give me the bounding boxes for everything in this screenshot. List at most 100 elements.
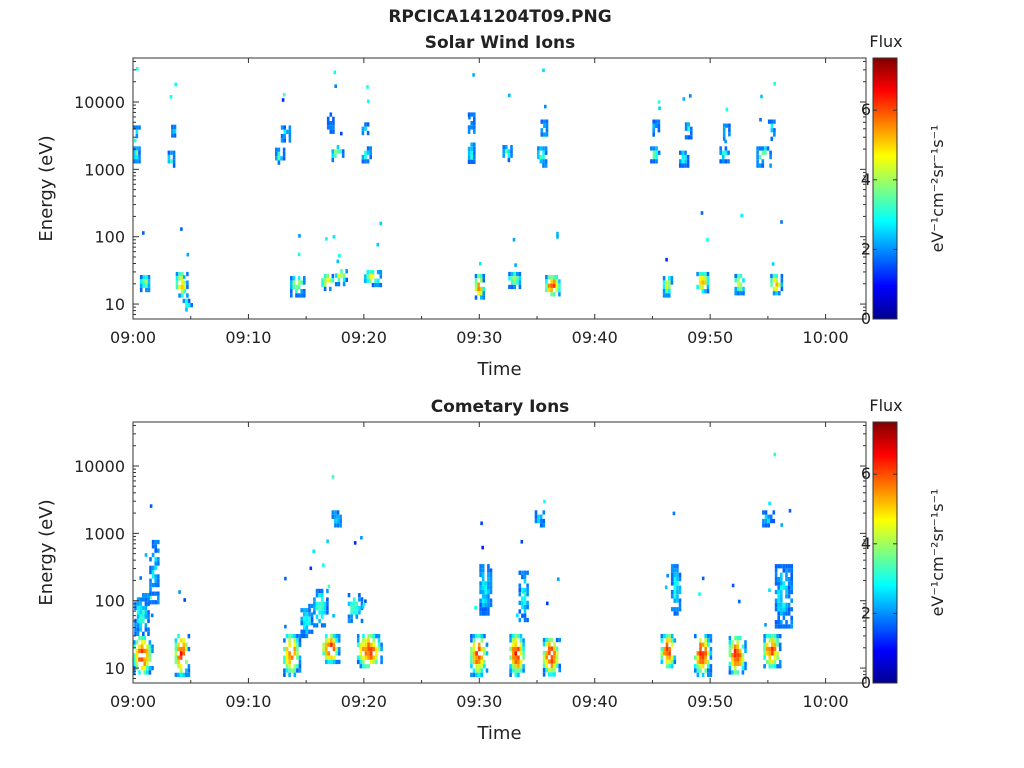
flux-cell: [657, 128, 661, 133]
flux-cell: [737, 291, 740, 296]
flux-cell: [484, 598, 488, 603]
flux-cell: [790, 564, 793, 569]
flux-cell: [681, 159, 685, 164]
flux-cell: [335, 638, 338, 643]
flux-cell: [359, 659, 363, 665]
flux-cell: [780, 589, 783, 595]
flux-cell: [310, 612, 314, 617]
flux-cell: [295, 284, 298, 289]
flux-cell: [320, 597, 324, 602]
flux-cell: [770, 278, 773, 283]
flux-cell: [516, 276, 519, 281]
flux-cell: [342, 277, 346, 282]
flux-cell: [522, 668, 525, 673]
flux-cell: [676, 572, 679, 577]
flux-cell: [375, 646, 378, 652]
flux-cell: [523, 609, 527, 614]
flux-cell: [505, 145, 508, 150]
flux-cell: [332, 614, 335, 618]
flux-cell: [484, 594, 488, 599]
flux-cell: [377, 638, 381, 643]
flux-cell: [477, 642, 481, 647]
flux-cell: [336, 145, 340, 150]
flux-cell: [364, 664, 368, 669]
flux-cell: [537, 150, 540, 155]
flux-cell: [303, 633, 306, 639]
flux-cell: [293, 664, 297, 669]
flux-cell: [670, 607, 674, 612]
flux-cell: [474, 273, 478, 279]
flux-cell: [687, 126, 690, 131]
flux-cell: [507, 157, 511, 163]
flux-cell: [293, 646, 297, 652]
flux-cell: [773, 452, 777, 457]
flux-cell: [660, 634, 664, 639]
flux-cell: [676, 585, 679, 590]
flux-cell: [734, 273, 737, 279]
flux-cell: [360, 597, 364, 602]
flux-cell: [539, 159, 543, 164]
flux-cell: [777, 620, 780, 625]
flux-cell: [280, 156, 283, 161]
flux-cell: [298, 642, 302, 647]
flux-cell: [739, 286, 743, 292]
flux-cell: [145, 275, 148, 280]
flux-cell: [487, 564, 490, 569]
flux-cell: [787, 611, 791, 616]
flux-cell: [182, 642, 185, 647]
flux-cell: [345, 277, 348, 282]
flux-cell: [472, 634, 476, 639]
flux-cell: [139, 623, 142, 628]
flux-cell: [739, 661, 742, 666]
flux-cell: [173, 124, 177, 129]
flux-cell: [736, 657, 739, 662]
flux-cell: [780, 564, 783, 569]
flux-cell: [179, 651, 183, 656]
flux-cell: [699, 655, 702, 660]
flux-cell: [283, 659, 286, 665]
flux-cell: [157, 539, 160, 545]
flux-cell: [363, 278, 367, 283]
flux-cell: [157, 595, 160, 601]
flux-cell: [377, 646, 381, 652]
flux-cell: [334, 149, 337, 154]
flux-cell: [151, 666, 154, 671]
flux-cell: [140, 666, 144, 671]
flux-cell: [154, 578, 157, 583]
flux-cell: [774, 602, 778, 608]
flux-cell: [332, 646, 336, 652]
flux-cell: [140, 635, 144, 641]
flux-cell: [787, 589, 791, 595]
flux-cell: [670, 589, 674, 595]
flux-cell: [704, 276, 707, 281]
y-tick-label: 10: [105, 659, 125, 678]
flux-cell: [673, 581, 677, 586]
flux-cell: [767, 514, 770, 519]
flux-cell: [376, 282, 380, 288]
flux-cell: [553, 646, 556, 651]
plot-area: [133, 422, 866, 683]
flux-cell: [174, 651, 178, 656]
flux-cell: [138, 146, 141, 151]
flux-cell: [154, 582, 157, 588]
flux-cell: [324, 655, 328, 660]
flux-cell: [283, 638, 286, 643]
flux-cell: [489, 581, 493, 586]
flux-cell: [512, 237, 516, 242]
flux-cell: [151, 565, 155, 570]
flux-cell: [545, 119, 549, 124]
flux-cell: [479, 273, 483, 279]
flux-cell: [704, 642, 707, 647]
y-axis-label: Energy (eV): [36, 499, 57, 605]
flux-cell: [329, 278, 332, 283]
flux-cell: [296, 664, 299, 669]
flux-cell: [135, 661, 139, 666]
flux-cell: [542, 672, 546, 677]
flux-cell: [295, 293, 298, 298]
flux-cell: [147, 287, 151, 293]
flux-cell: [285, 651, 289, 656]
flux-cell: [362, 638, 365, 643]
flux-cell: [510, 284, 514, 290]
flux-cell: [149, 504, 153, 508]
flux-cell: [334, 514, 337, 519]
